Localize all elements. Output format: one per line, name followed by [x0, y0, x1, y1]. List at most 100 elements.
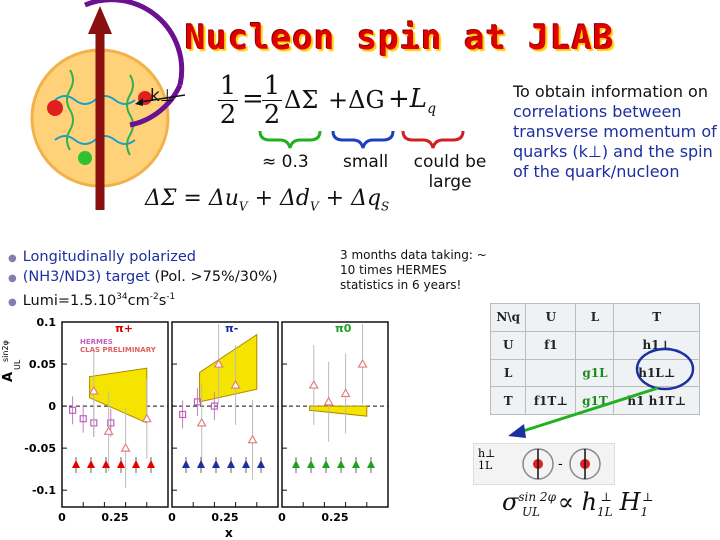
- tmd-cell: g1L: [575, 358, 615, 388]
- projected-point: [117, 459, 125, 468]
- projected-point: [87, 459, 95, 468]
- systematic-band: [309, 405, 368, 417]
- projected-point: [227, 459, 235, 468]
- projected-point: [352, 459, 360, 468]
- y-tick-label: 0: [48, 400, 56, 413]
- hermes-point: [107, 419, 115, 427]
- small-label: small: [343, 152, 389, 172]
- x-tick-label: 0: [58, 511, 66, 524]
- panel-label: π+: [115, 322, 133, 335]
- projected-point: [337, 459, 345, 468]
- x-tick-label: 0.25: [101, 511, 128, 524]
- clas-point: [323, 396, 334, 406]
- clas-point: [141, 413, 152, 423]
- fraction-rhs: 1 2: [262, 71, 282, 130]
- quark-green: [78, 151, 92, 165]
- projected-point: [147, 459, 155, 468]
- panel-label: π0: [335, 322, 352, 335]
- y-axis-label-sup: sin2φ: [1, 340, 10, 362]
- h1l-illustration: h⊥ 1L -: [473, 443, 615, 485]
- clas-point: [196, 417, 207, 427]
- tmd-cell-highlight: h1L⊥: [613, 358, 700, 388]
- tmd-row-label: T: [489, 386, 527, 415]
- projected-point: [292, 459, 300, 468]
- approx-label: ≈ 0.3: [262, 152, 309, 172]
- equals-sign: =: [242, 84, 264, 114]
- nucleon-diagram: [30, 0, 185, 210]
- pointer-arrow: [519, 386, 659, 434]
- tmd-header-cell: U: [525, 303, 577, 332]
- projected-point: [132, 459, 140, 468]
- slide-title: Nucleon spin at JLAB: [185, 18, 615, 58]
- highlight-oval: [84, 0, 185, 86]
- brace-red: [401, 130, 465, 149]
- tmd-header-cell: T: [613, 303, 700, 332]
- y-tick-label: 0.1: [37, 316, 57, 329]
- clas-point: [213, 358, 224, 368]
- x-axis-label: x: [225, 526, 233, 540]
- clas-point: [120, 442, 131, 452]
- y-tick-label: 0.05: [29, 358, 56, 371]
- highlight-ellipse: [635, 347, 695, 391]
- hermes-point: [193, 398, 202, 406]
- plot-panel: [171, 321, 279, 508]
- gluon-line: [126, 74, 134, 156]
- clas-point: [247, 434, 258, 444]
- table-annotations: [508, 347, 695, 438]
- gluon-line: [54, 135, 136, 145]
- x-tick-label: 0.25: [321, 511, 348, 524]
- panel-label: π-: [225, 322, 238, 335]
- projected-point: [182, 459, 190, 468]
- clas-point: [357, 358, 368, 368]
- tmd-cell: g1T: [575, 386, 615, 415]
- side-explanation: To obtain information on correlations be…: [513, 82, 717, 181]
- svg-text:-: -: [558, 457, 563, 472]
- k-arrow: [139, 94, 185, 103]
- clas-point: [88, 385, 99, 395]
- y-tick-label: -0.1: [32, 484, 56, 497]
- tmd-row-label: U: [489, 330, 527, 360]
- clas-point: [103, 426, 114, 435]
- fraction-lhs: 1 2: [218, 71, 238, 130]
- brace-blue: [331, 130, 395, 149]
- tmd-table: N\q U L T U f1 h1⊥ L g1L h1L⊥ T f1T⊥ g1T…: [489, 303, 700, 415]
- projected-point: [197, 459, 205, 468]
- clas-point: [340, 388, 351, 398]
- bullet-item: ● Longitudinally polarized: [8, 249, 196, 265]
- projected-point: [102, 459, 110, 468]
- delta-sigma-decomposition: ΔΣ = ΔuV + ΔdV + ΔqS: [145, 186, 390, 214]
- legend-entry: HERMES: [80, 338, 113, 346]
- y-axis-label-sub: UL: [13, 359, 22, 370]
- bullet-item: ● (NH3/ND3) target (Pol. >75%/30%): [8, 269, 278, 285]
- bullet-list: ● Longitudinally polarized ● (NH3/ND3) tar…: [8, 248, 278, 312]
- tmd-row-label: L: [489, 358, 527, 388]
- delta-g-term: +ΔG: [328, 86, 385, 114]
- k-perp-label: k⊥: [150, 86, 175, 106]
- projected-point: [322, 459, 330, 468]
- legend-entry: CLAS PRELIMINARY: [80, 346, 157, 354]
- brace-green: [258, 130, 322, 149]
- projected-point: [307, 459, 315, 468]
- tmd-header-cell: N\q: [489, 303, 527, 332]
- tmd-cell: f1T⊥: [525, 386, 577, 415]
- y-axis-label: A: [1, 372, 16, 382]
- x-tick-label: 0.25: [211, 511, 238, 524]
- data-taking-note: 3 months data taking: ~ 10 times HERMES …: [340, 248, 487, 292]
- bullet-item: ● Lumi=1.5.1034cm-2s-1: [8, 292, 176, 309]
- y-tick-label: -0.05: [24, 442, 56, 455]
- hermes-point: [179, 410, 187, 419]
- hermes-point: [210, 402, 218, 410]
- projected-point: [72, 459, 80, 468]
- tmd-cell: [575, 330, 615, 360]
- tmd-cell: h1 h1T⊥: [613, 386, 700, 415]
- could-be-large-label: could be large: [413, 152, 487, 192]
- x-tick-label: 0: [168, 511, 176, 524]
- projected-point: [242, 459, 250, 468]
- systematic-band: [199, 333, 258, 403]
- x-tick-label: 0: [278, 511, 286, 524]
- projected-point: [367, 459, 375, 468]
- spin-configuration-icon: -: [522, 448, 601, 480]
- hermes-point: [68, 406, 77, 414]
- tmd-cell: f1: [525, 330, 577, 360]
- projected-point: [212, 459, 220, 468]
